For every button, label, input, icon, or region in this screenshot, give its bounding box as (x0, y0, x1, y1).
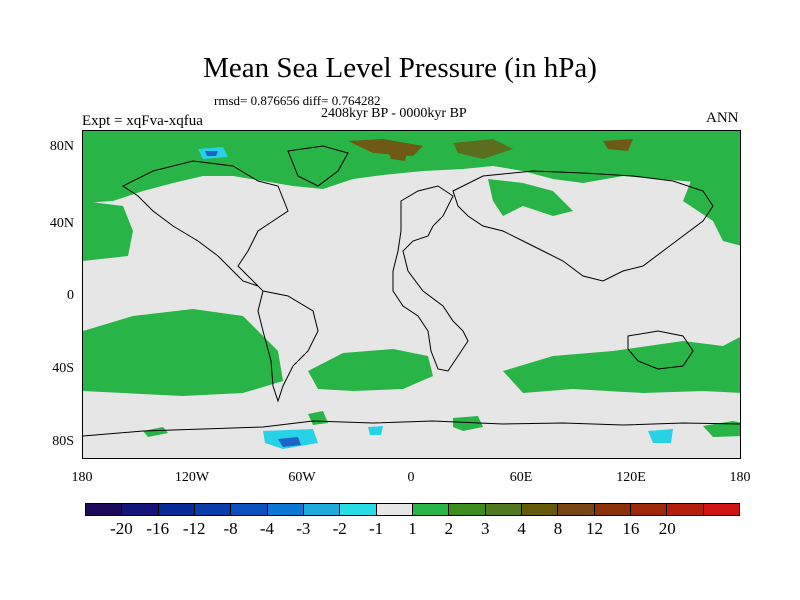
antarctic-green-patch-3 (703, 421, 740, 437)
colorbar-swatch (86, 504, 123, 515)
colorbar (85, 503, 740, 516)
colorbar-swatch (667, 504, 704, 515)
colorbar-label: 2 (444, 519, 454, 538)
lat-label-80n: 80N (49, 139, 74, 154)
colorbar-swatch (158, 504, 195, 515)
colorbar-swatch (630, 504, 668, 515)
lon-label-180e: 180 (729, 470, 751, 485)
lon-label-60e: 60E (509, 470, 533, 485)
colorbar-swatch (521, 504, 559, 515)
colorbar-swatch (412, 504, 450, 515)
lon-label-60w: 60W (288, 470, 316, 485)
map-title: Mean Sea Level Pressure (in hPa) (203, 52, 597, 84)
colorbar-swatch (703, 504, 739, 515)
colorbar-label: 12 (585, 519, 603, 538)
antarctic-green-patch (453, 416, 483, 431)
colorbar-label: -2 (332, 519, 347, 538)
antarctic-negative-patch-4 (648, 429, 673, 443)
north-pacific-east-anomaly (683, 176, 740, 246)
coastlines (83, 145, 740, 437)
colorbar-swatch (340, 504, 377, 515)
north-pacific-anomaly (83, 201, 133, 261)
experiment-label: Expt = xqFva-xqfua (82, 113, 203, 129)
colorbar-label: 4 (517, 519, 526, 538)
arctic-negative-patch-2 (205, 151, 218, 156)
colorbar-label: -1 (369, 519, 384, 538)
lat-label-0: 0 (67, 288, 74, 303)
colorbar-swatch (449, 504, 486, 515)
season-label: ANN (706, 110, 739, 126)
pressure-map (82, 130, 741, 459)
arctic-positive-patch-3 (603, 139, 633, 151)
south-pacific-anomaly (83, 309, 283, 396)
colorbar-swatch (122, 504, 159, 515)
colorbar-label: -20 (110, 519, 133, 538)
colorbar-label: -8 (223, 519, 238, 538)
colorbar-swatch (194, 504, 232, 515)
colorbar-swatch (303, 504, 341, 515)
lon-label-180w: 180 (71, 470, 93, 485)
colorbar-swatch (376, 504, 413, 515)
colorbar-swatch (594, 504, 631, 515)
colorbar-label: -4 (259, 519, 275, 538)
antarctic-negative-patch-3 (368, 426, 383, 435)
colorbar-swatch (267, 504, 304, 515)
colorbar-swatch (231, 504, 268, 515)
antarctic-negative-patch-2 (278, 437, 301, 447)
arctic-positive-patch-2 (453, 139, 513, 159)
colorbar-swatch (485, 504, 522, 515)
south-indian-anomaly (503, 337, 740, 393)
lon-label-0: 0 (407, 470, 415, 485)
lat-label-40s: 40S (52, 361, 74, 376)
arctic-positive-patch-4 (388, 149, 408, 161)
central-asia-anomaly (488, 179, 573, 216)
colorbar-label: 3 (481, 519, 490, 538)
colorbar-swatch (558, 504, 595, 515)
colorbar-label: 8 (553, 519, 563, 538)
colorbar-label: 1 (408, 519, 417, 538)
arctic-anomaly-region (83, 131, 740, 203)
south-atlantic-anomaly (308, 349, 433, 391)
lon-label-120e: 120E (616, 470, 646, 485)
colorbar-label: 20 (658, 519, 676, 538)
lat-label-80s: 80S (52, 434, 74, 449)
antarctic-green-patch-2 (308, 411, 328, 425)
antarctic-green-patch-4 (143, 427, 168, 437)
period-text: 2408kyr BP - 0000kyr BP (321, 106, 467, 121)
lat-label-40n: 40N (49, 216, 74, 231)
colorbar-label: -12 (182, 519, 206, 538)
lon-label-120w: 120W (174, 470, 210, 485)
colorbar-label: -3 (296, 519, 311, 538)
stats-text: rmsd= 0.876656 diff= 0.764282 (214, 93, 381, 108)
colorbar-label: 16 (622, 519, 640, 538)
colorbar-label: -16 (146, 519, 170, 538)
